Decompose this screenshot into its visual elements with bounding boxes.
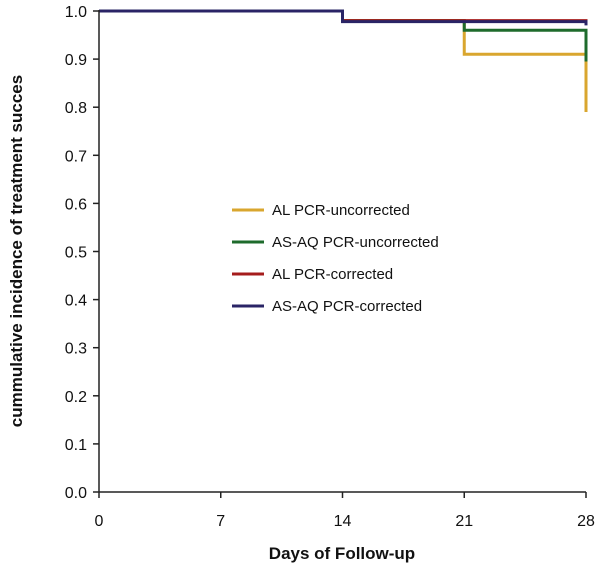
x-tick-label: 14 <box>334 513 352 530</box>
y-tick-label: 0.9 <box>65 52 87 69</box>
tick-labels: 0.0 0.1 0.2 0.3 0.4 0.5 0.6 0.7 0.8 0.9 1.0 0 7 14 21 2… <box>65 4 595 530</box>
series-lines <box>99 9 588 113</box>
legend: AL PCR-uncorrected AS-AQ PCR-uncorrected A… <box>232 202 439 315</box>
y-tick-label: 0.1 <box>65 437 87 454</box>
axes <box>98 10 586 493</box>
legend-label: AS-AQ PCR-uncorrected <box>272 234 439 251</box>
x-tick-label: 0 <box>95 513 104 530</box>
x-tick-label: 7 <box>216 513 225 530</box>
y-tick-label: 0.6 <box>65 196 87 213</box>
y-tick-label: 0.4 <box>65 293 87 310</box>
x-tick-label: 28 <box>577 513 595 530</box>
y-axis-title: cummulative incidence of treatment succe… <box>7 75 26 427</box>
y-tick-label: 1.0 <box>65 4 87 21</box>
y-tick-label: 0.2 <box>65 389 87 406</box>
y-tick-label: 0.3 <box>65 341 87 358</box>
series-line-4 <box>99 9 588 26</box>
legend-label: AS-AQ PCR-corrected <box>272 298 422 315</box>
y-tick-label: 0.0 <box>65 485 87 502</box>
series-line-1 <box>99 9 588 113</box>
x-tick-label: 21 <box>455 513 473 530</box>
legend-label: AL PCR-uncorrected <box>272 202 410 219</box>
y-tick-label: 0.5 <box>65 245 87 262</box>
legend-label: AL PCR-corrected <box>272 266 393 283</box>
x-axis-title: Days of Follow-up <box>269 544 415 563</box>
y-tick-label: 0.8 <box>65 100 87 117</box>
y-tick-label: 0.7 <box>65 148 87 165</box>
